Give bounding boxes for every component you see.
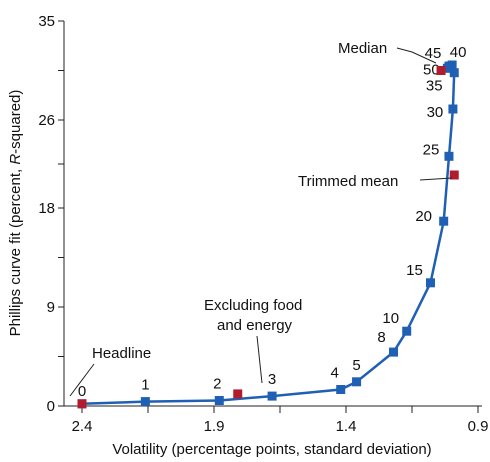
- data-point: [449, 68, 459, 78]
- x-ticks: 2.4 1.9 1.4 0.9: [72, 406, 489, 435]
- x-axis-title: Volatility (percentage points, standard …: [112, 441, 431, 458]
- annotation-excluding-line1: Excluding food: [204, 297, 302, 314]
- data-point: [425, 278, 435, 288]
- data-point: [442, 63, 452, 73]
- annotation-median: Median: [338, 40, 387, 57]
- leader-trimmed-mean: [419, 177, 453, 181]
- data-point: [444, 151, 454, 161]
- data-point: [336, 385, 346, 394]
- x-tick-label: 0.9: [468, 418, 489, 435]
- point-label: 15: [406, 262, 423, 279]
- point-label: 35: [426, 78, 443, 95]
- annotation-trimmed-mean: Trimmed mean: [298, 173, 398, 190]
- y-axis-title: Phillips curve fit (percent, R-squared): [7, 90, 24, 337]
- y-tick-label: 35: [38, 13, 55, 30]
- x-tick-label: 1.9: [204, 418, 225, 435]
- highlight-marker: [436, 66, 446, 75]
- annotation-excluding-line2: and energy: [217, 317, 293, 334]
- series-points: [77, 60, 459, 409]
- point-label: 5: [352, 357, 360, 374]
- y-tick-label: 9: [47, 299, 55, 316]
- leader-median: [396, 47, 437, 64]
- x-tick-label: 2.4: [72, 418, 93, 435]
- annotation-headline: Headline: [92, 345, 151, 362]
- y-axis-title-part2: -squared): [7, 90, 24, 154]
- x-tick-label: 1.4: [336, 418, 357, 435]
- leader-headline: [69, 363, 95, 397]
- y-axis-title-part1: Phillips curve fit (percent,: [7, 165, 24, 337]
- data-point: [214, 396, 224, 405]
- data-point: [140, 397, 150, 407]
- y-axis-title-italic: R: [7, 154, 24, 165]
- highlight-marker: [77, 399, 87, 409]
- data-point: [402, 326, 412, 336]
- data-point: [448, 104, 458, 114]
- point-label: 3: [268, 371, 276, 388]
- point-label: 25: [423, 141, 440, 158]
- highlight-marker: [449, 170, 459, 180]
- point-label: 10: [382, 310, 399, 327]
- y-tick-label: 0: [47, 398, 55, 415]
- point-label: 50: [423, 61, 440, 78]
- point-label: 30: [427, 104, 444, 121]
- point-label: 1: [141, 377, 149, 394]
- point-label: 20: [415, 208, 432, 225]
- highlight-marker: [233, 389, 243, 399]
- data-point: [439, 216, 449, 226]
- data-point: [389, 347, 399, 357]
- highlight-markers: [77, 66, 459, 409]
- annotations: Headline Excluding food and energy Media…: [69, 40, 453, 397]
- y-tick-label: 18: [38, 200, 55, 217]
- y-ticks: 0 9 18 26 35: [38, 13, 64, 415]
- y-tick-label: 26: [38, 112, 55, 129]
- point-label: 45: [425, 45, 442, 62]
- leader-excluding: [256, 335, 263, 384]
- point-label: 2: [213, 376, 221, 393]
- point-label: 0: [78, 383, 86, 400]
- data-point: [267, 391, 277, 401]
- point-label: 8: [377, 329, 385, 346]
- point-label: 40: [450, 44, 467, 61]
- point-label: 4: [331, 365, 339, 382]
- data-point: [352, 377, 362, 387]
